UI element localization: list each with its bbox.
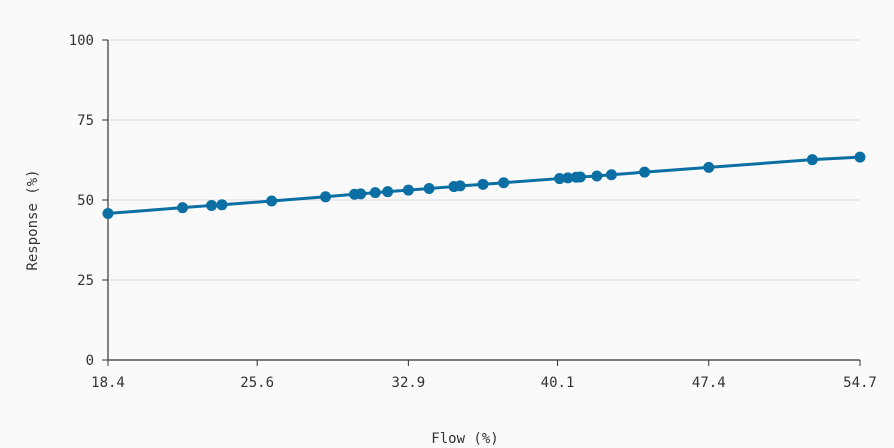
x-tick-label: 47.4 — [692, 375, 726, 391]
data-series — [102, 151, 866, 219]
data-point — [355, 188, 367, 200]
data-point — [102, 207, 114, 219]
data-point — [806, 154, 818, 166]
gridlines — [108, 39, 860, 281]
data-point — [206, 199, 218, 211]
x-tick-label: 25.6 — [240, 375, 274, 391]
data-point — [574, 171, 586, 183]
data-point — [639, 166, 651, 178]
y-tick-label: 75 — [77, 113, 94, 129]
data-point — [382, 186, 394, 198]
y-axis-title: Response (%) — [25, 169, 41, 270]
data-point — [554, 173, 566, 185]
y-tick-label: 100 — [69, 33, 94, 49]
data-point — [498, 177, 510, 189]
data-point — [477, 178, 489, 190]
data-point — [703, 161, 715, 173]
data-point — [562, 172, 574, 184]
x-axis-title: Flow (%) — [431, 431, 498, 447]
x-tick-label: 18.4 — [91, 375, 125, 391]
data-point — [320, 191, 332, 203]
x-axis-ticks: 18.4 25.6 32.9 40.1 47.4 54.7 — [91, 360, 877, 391]
data-point — [423, 182, 435, 194]
data-point — [854, 151, 866, 163]
data-point — [216, 199, 228, 211]
x-tick-label: 40.1 — [541, 375, 575, 391]
data-point — [591, 170, 603, 182]
y-axis-ticks: 0 25 50 75 100 — [69, 33, 108, 369]
y-tick-label: 25 — [77, 273, 94, 289]
x-tick-label: 54.7 — [843, 375, 877, 391]
data-point — [605, 169, 617, 181]
data-point — [177, 202, 189, 214]
data-point — [266, 195, 278, 207]
y-tick-label: 0 — [86, 353, 94, 369]
x-tick-label: 32.9 — [392, 375, 426, 391]
data-point — [454, 180, 466, 192]
y-tick-label: 50 — [77, 193, 94, 209]
data-point — [402, 184, 414, 196]
data-point — [369, 187, 381, 199]
